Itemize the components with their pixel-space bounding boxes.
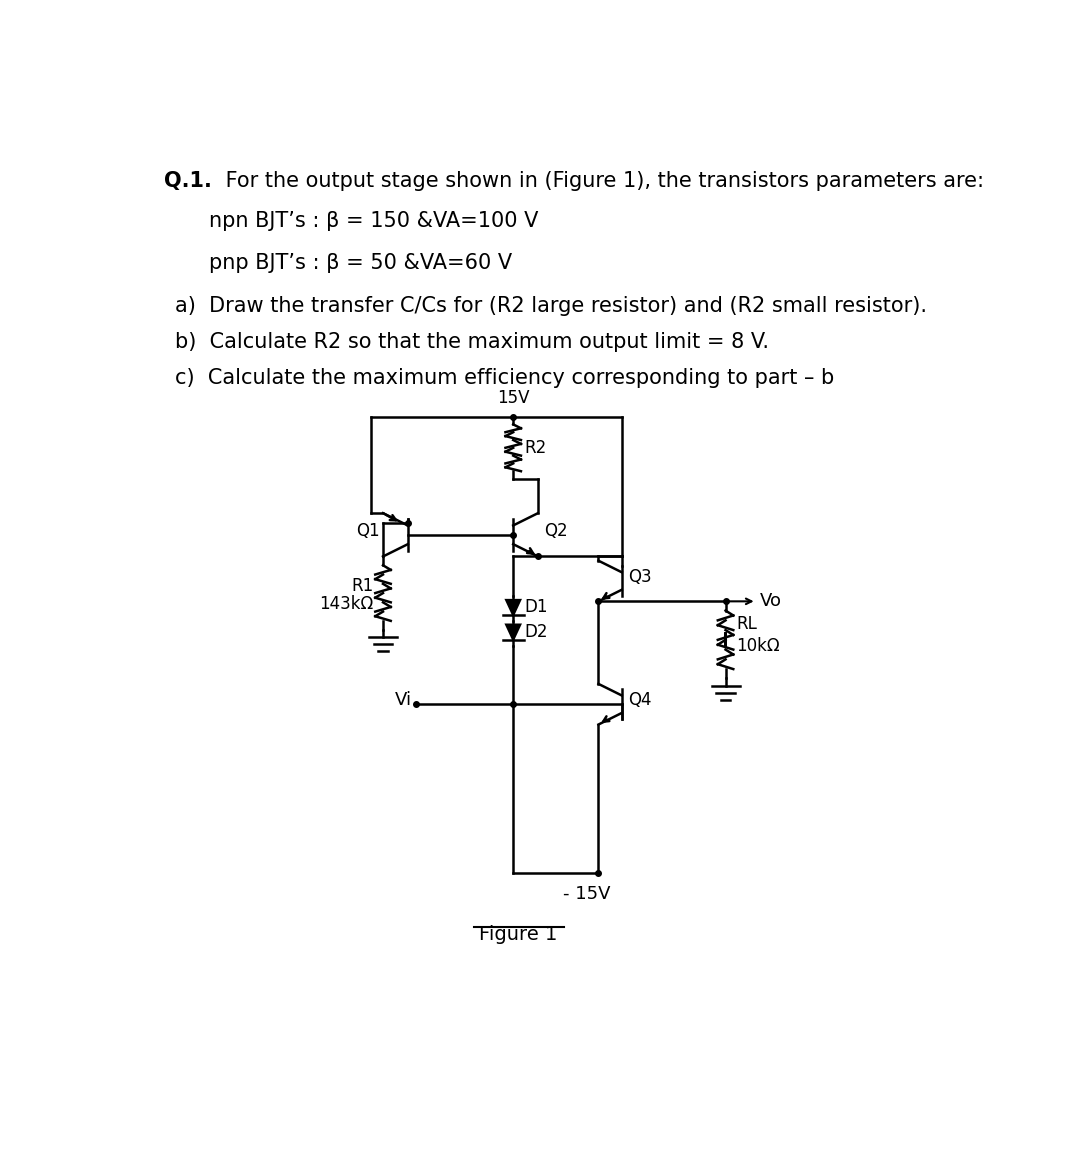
- Text: - 15V: - 15V: [563, 885, 610, 903]
- Text: RL: RL: [737, 615, 757, 634]
- Text: Figure 1: Figure 1: [480, 925, 557, 944]
- Text: 10kΩ: 10kΩ: [737, 637, 780, 655]
- Polygon shape: [507, 600, 521, 615]
- Text: Q1: Q1: [356, 522, 379, 539]
- Text: For the output stage shown in (Figure 1), the transistors parameters are:: For the output stage shown in (Figure 1)…: [218, 170, 984, 191]
- Text: Q2: Q2: [544, 522, 568, 539]
- Text: Q4: Q4: [627, 691, 651, 709]
- Text: 143kΩ: 143kΩ: [320, 595, 374, 613]
- Text: c)  Calculate the maximum efficiency corresponding to part – b: c) Calculate the maximum efficiency corr…: [175, 368, 835, 388]
- Text: 15V: 15V: [497, 389, 529, 407]
- Text: D1: D1: [524, 598, 548, 616]
- Text: npn BJT’s : β = 150 &VA=100 V: npn BJT’s : β = 150 &VA=100 V: [208, 211, 538, 232]
- Polygon shape: [507, 624, 521, 640]
- Text: pnp BJT’s : β = 50 &VA=60 V: pnp BJT’s : β = 50 &VA=60 V: [208, 253, 512, 273]
- Text: R2: R2: [525, 439, 548, 457]
- Text: Vo: Vo: [759, 592, 782, 610]
- Text: Q3: Q3: [627, 569, 651, 586]
- Text: Vi: Vi: [395, 691, 413, 709]
- Text: R1: R1: [351, 577, 374, 595]
- Text: Q.1.: Q.1.: [164, 170, 213, 191]
- Text: a)  Draw the transfer C/Cs for (R2 large resistor) and (R2 small resistor).: a) Draw the transfer C/Cs for (R2 large …: [175, 296, 928, 316]
- Text: b)  Calculate R2 so that the maximum output limit = 8 V.: b) Calculate R2 so that the maximum outp…: [175, 332, 769, 352]
- Text: D2: D2: [524, 623, 548, 641]
